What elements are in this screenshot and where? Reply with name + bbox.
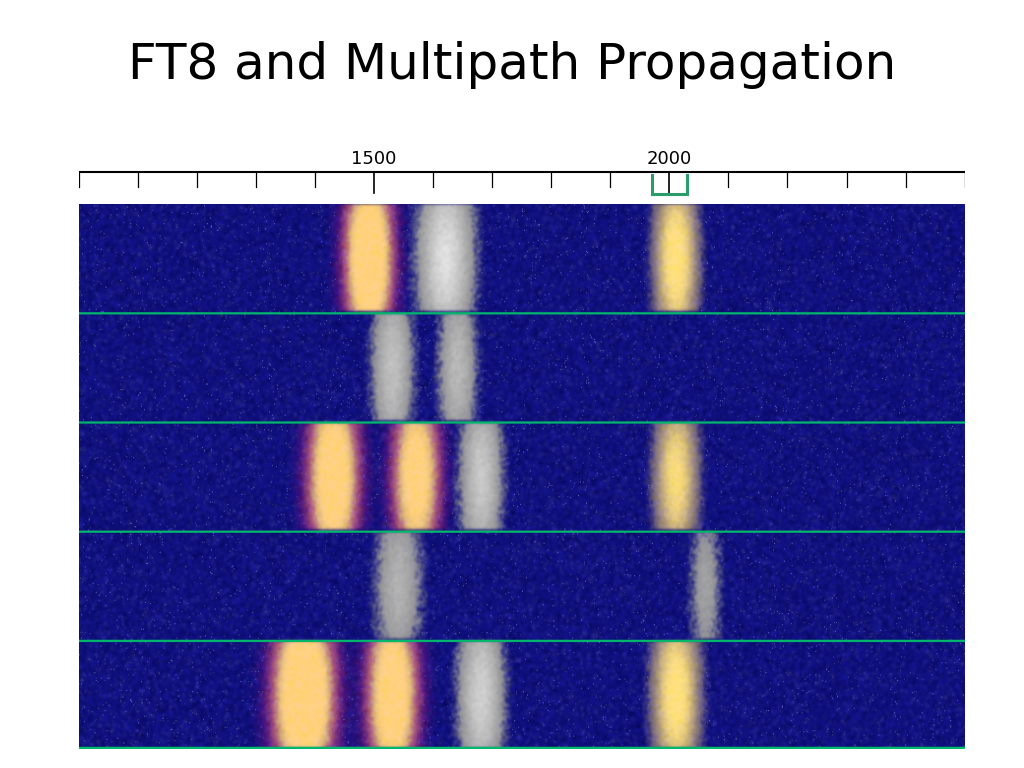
Text: FT8 and Multipath Propagation: FT8 and Multipath Propagation <box>128 41 896 89</box>
Text: 2000: 2000 <box>647 151 692 168</box>
Text: 1500: 1500 <box>351 151 396 168</box>
